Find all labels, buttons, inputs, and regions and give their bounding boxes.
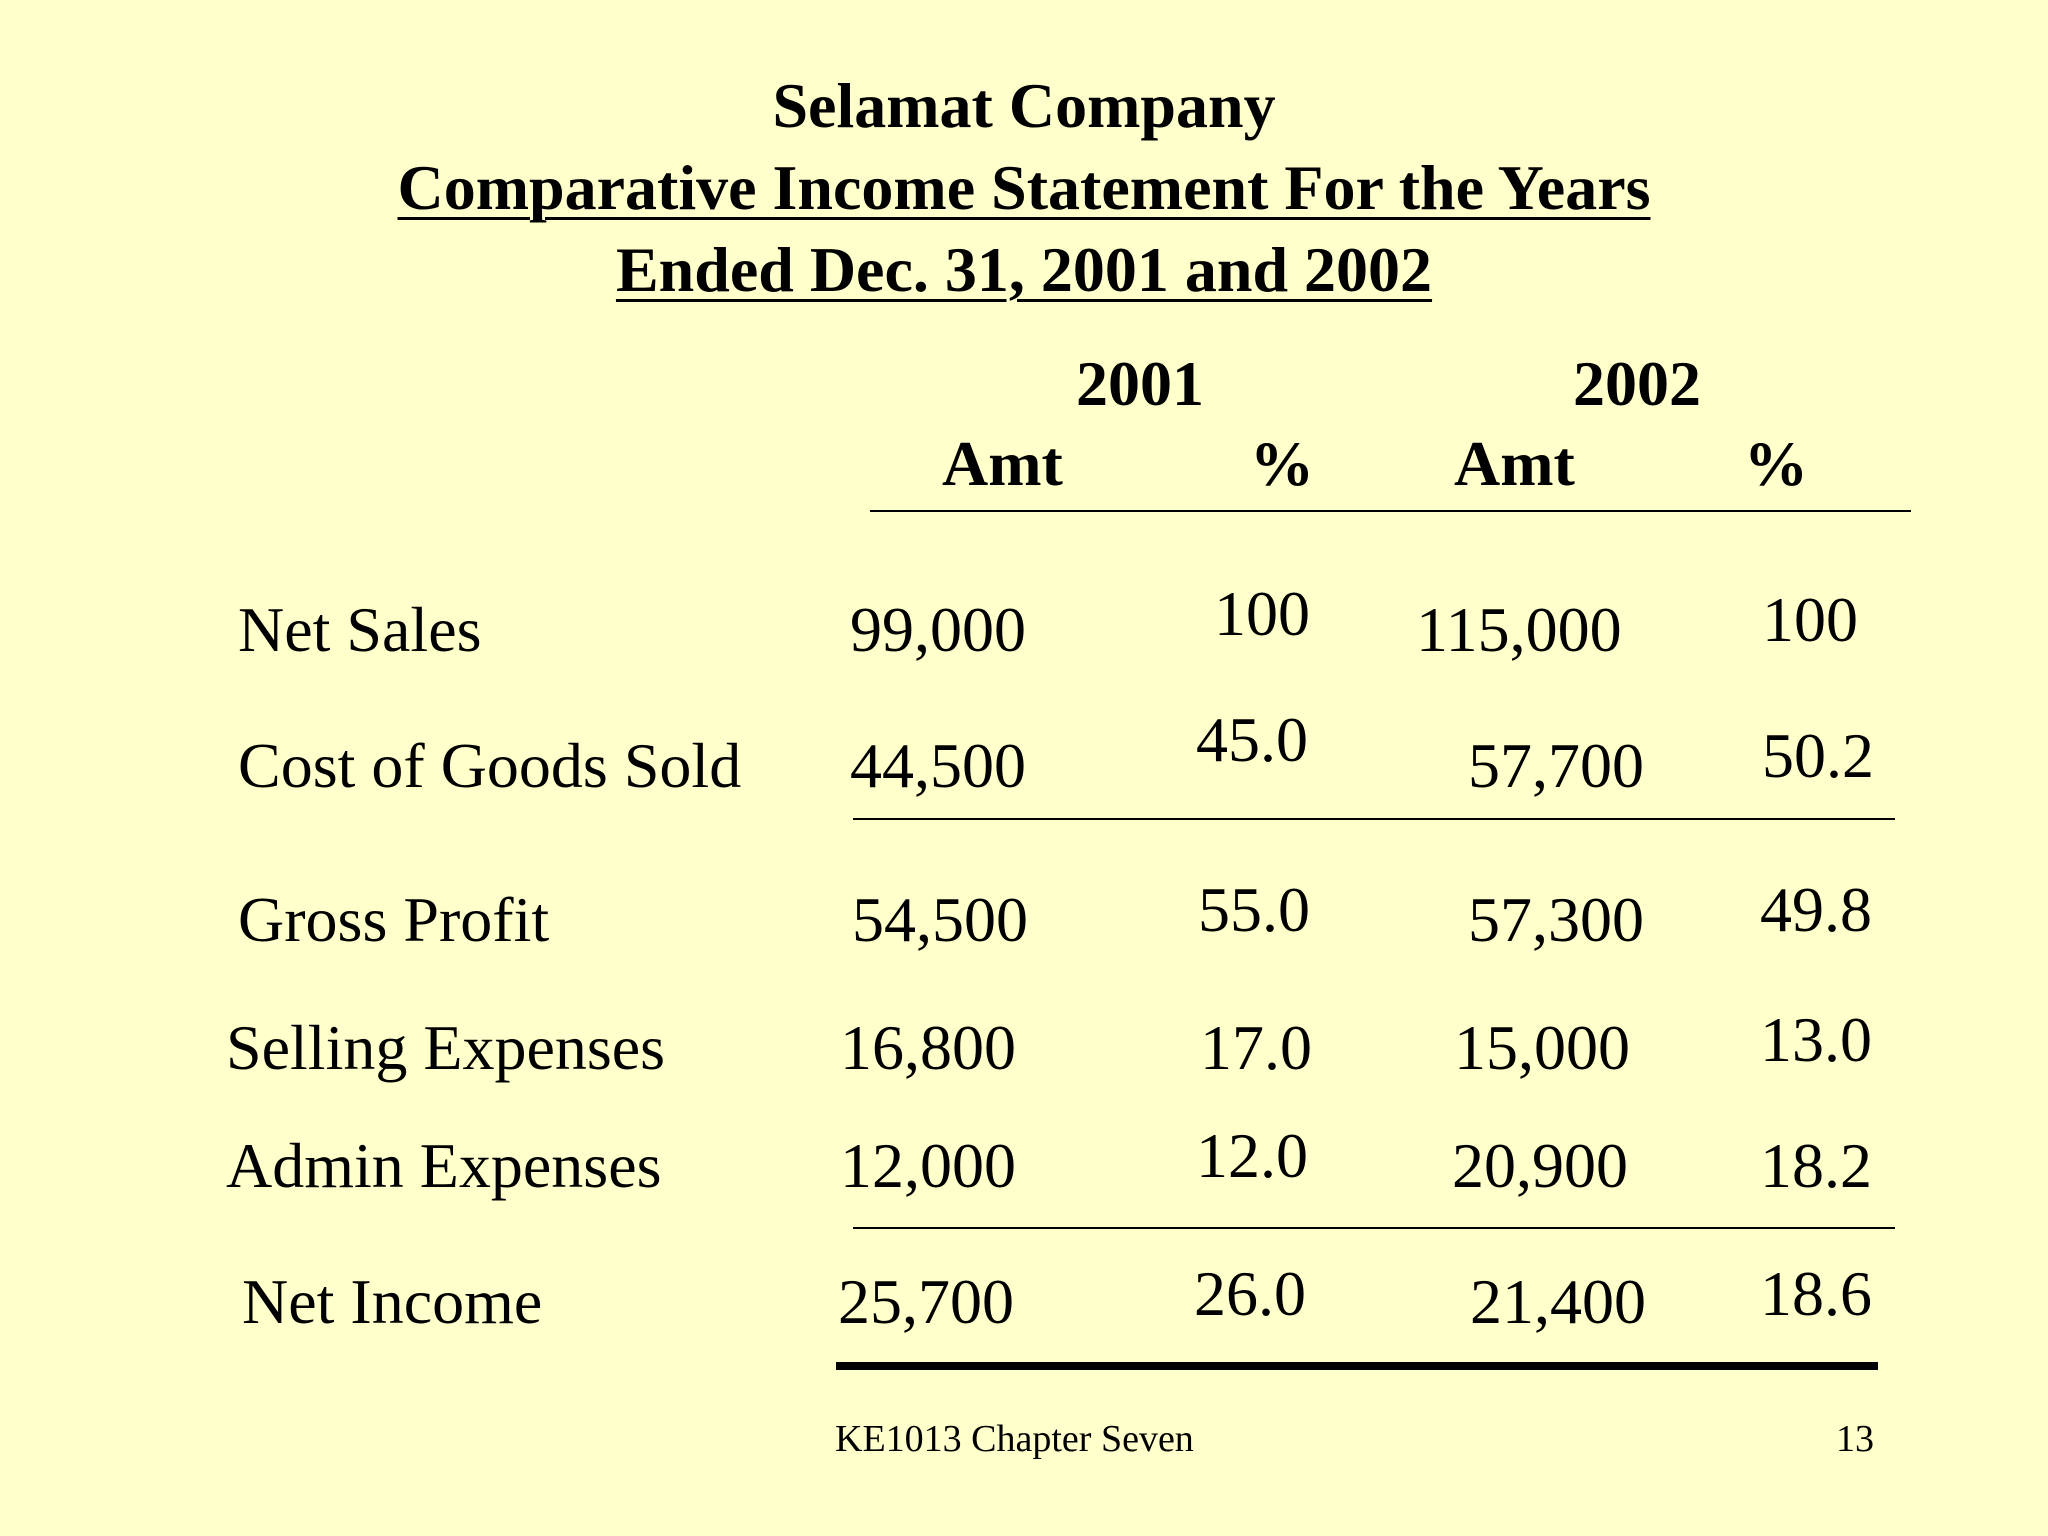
subtotal-rule [853,818,1895,820]
row-pct-2002-gross-profit: 49.8 [1760,874,1872,945]
row-pct-2001-net-sales: 100 [1214,578,1310,649]
row-pct-2001-cost-of-goods-sold: 45.0 [1196,704,1308,775]
total-rule [853,1227,1895,1229]
row-pct-2002-net-income: 18.6 [1760,1258,1872,1329]
row-pct-2002-admin-expenses: 18.2 [1760,1130,1872,1201]
row-amt-2001-gross-profit: 54,500 [852,884,1028,955]
header-year-2001: 2001 [1076,348,1204,419]
row-label-admin-expenses: Admin Expenses [226,1130,662,1201]
row-amt-2001-selling-expenses: 16,800 [840,1012,1016,1083]
row-amt-2002-selling-expenses: 15,000 [1454,1012,1630,1083]
row-label-net-sales: Net Sales [238,594,482,665]
row-label-gross-profit: Gross Profit [238,884,550,955]
row-pct-2002-net-sales: 100 [1762,584,1858,655]
row-pct-2001-gross-profit: 55.0 [1198,874,1310,945]
row-amt-2002-admin-expenses: 20,900 [1452,1130,1628,1201]
row-pct-2001-admin-expenses: 12.0 [1196,1120,1308,1191]
statement-title-line1-text: Comparative Income Statement For the Yea… [397,152,1651,223]
row-pct-2001-selling-expenses: 17.0 [1200,1012,1312,1083]
row-amt-2002-gross-profit: 57,300 [1468,884,1644,955]
row-amt-2001-net-income: 25,700 [838,1266,1014,1337]
row-amt-2002-net-sales: 115,000 [1416,594,1622,665]
header-amt-2002: Amt [1454,428,1575,499]
statement-title-line2: Ended Dec. 31, 2001 and 2002 [0,230,2048,310]
statement-title-line1: Comparative Income Statement For the Yea… [0,148,2048,228]
row-label-net-income: Net Income [242,1266,543,1337]
header-rule [870,510,1911,512]
row-label-cost-of-goods-sold: Cost of Goods Sold [238,730,742,801]
header-year-2002: 2002 [1573,348,1701,419]
row-pct-2002-cost-of-goods-sold: 50.2 [1762,720,1874,791]
header-pct-2001: % [1250,428,1314,499]
row-pct-2001-net-income: 26.0 [1194,1258,1306,1329]
header-amt-2001: Amt [942,428,1063,499]
row-pct-2002-selling-expenses: 13.0 [1760,1004,1872,1075]
statement-title-line2-text: Ended Dec. 31, 2001 and 2002 [615,234,1433,305]
header-pct-2002: % [1744,428,1808,499]
row-amt-2001-net-sales: 99,000 [850,594,1026,665]
row-label-selling-expenses: Selling Expenses [226,1012,666,1083]
row-amt-2002-cost-of-goods-sold: 57,700 [1468,730,1644,801]
double-underline-rule [836,1362,1878,1370]
row-amt-2002-net-income: 21,400 [1470,1266,1646,1337]
company-name: Selamat Company [772,70,1276,141]
row-amt-2001-cost-of-goods-sold: 44,500 [850,730,1026,801]
page-number: 13 [1836,1418,1874,1460]
row-amt-2001-admin-expenses: 12,000 [840,1130,1016,1201]
footer-course: KE1013 Chapter Seven [835,1418,1194,1460]
